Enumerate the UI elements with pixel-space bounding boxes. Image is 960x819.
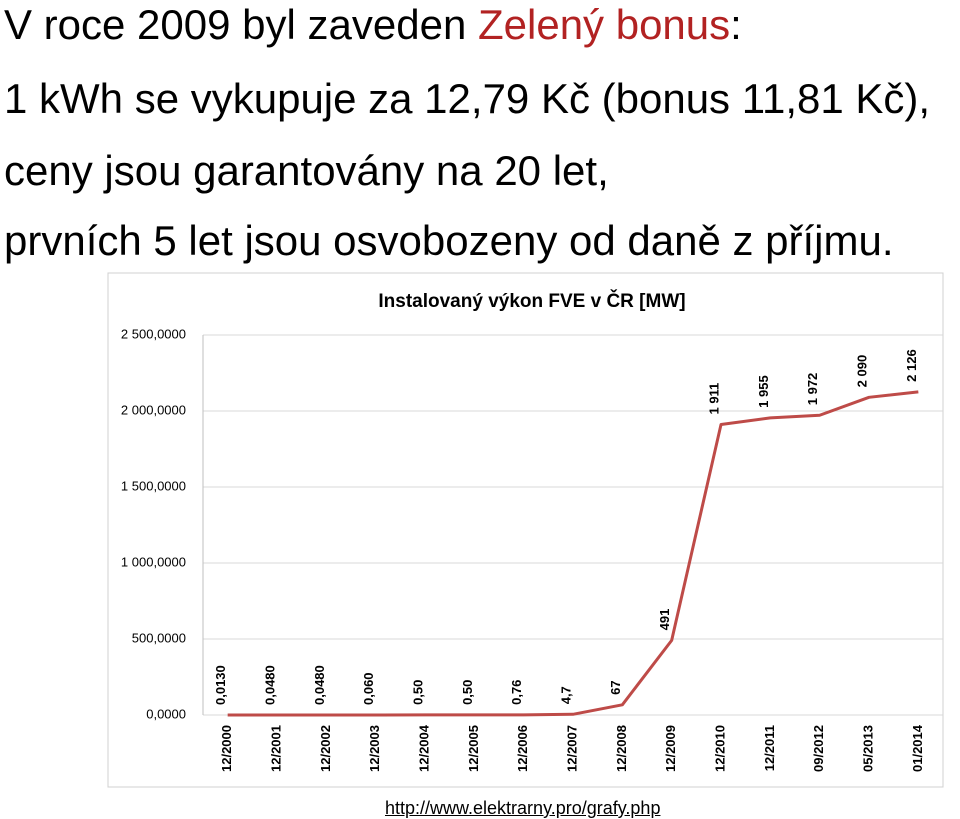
x-tick-label: 12/2005 (466, 725, 481, 772)
x-tick-label: 12/2000 (219, 725, 234, 772)
x-tick-label: 12/2001 (268, 725, 283, 772)
value-label: 0,0480 (312, 665, 327, 705)
x-tick-label: 01/2014 (910, 724, 925, 772)
value-label: 4,7 (558, 686, 573, 704)
x-tick-label: 12/2009 (663, 725, 678, 772)
chart: Instalovaný výkon FVE v ČR [MW] 0,0000 50… (107, 272, 944, 788)
x-tick-label: 12/2007 (564, 725, 579, 772)
value-label: 2 090 (854, 355, 869, 388)
value-label: 0,0130 (213, 665, 228, 705)
value-label: 491 (657, 609, 672, 631)
x-tick-label: 12/2004 (416, 724, 431, 772)
heading-line: V roce 2009 byl zaveden Zelený bonus: (4, 4, 742, 46)
value-label: 2 126 (904, 349, 919, 382)
value-label: 67 (608, 680, 623, 694)
y-tick-label: 2 000,0000 (121, 402, 186, 417)
x-tick-label: 12/2002 (318, 725, 333, 772)
x-tick-label: 12/2006 (515, 725, 530, 772)
x-tick-label: 12/2011 (762, 725, 777, 771)
y-tick-label: 0,0000 (146, 706, 186, 721)
y-tick-label: 1 500,0000 (121, 478, 186, 493)
heading-text: V roce 2009 byl zaveden (4, 1, 478, 48)
heading-highlight: Zelený bonus (477, 1, 731, 48)
chart-frame (107, 272, 944, 788)
value-label: 1 972 (805, 373, 820, 406)
heading-line: ceny jsou garantovány na 20 let, (4, 147, 609, 194)
source-link[interactable]: http://www.elektrarny.pro/grafy.php (385, 798, 661, 818)
value-label: 0,76 (509, 680, 524, 705)
y-tick-label: 2 500,0000 (121, 326, 186, 341)
value-label: 0,50 (410, 680, 425, 705)
x-tick-label: 12/2008 (614, 725, 629, 772)
value-label: 1 955 (756, 375, 771, 408)
heading-line: 1 kWh se vykupuje za 12,79 Kč (bonus 11,… (4, 75, 931, 122)
value-label: 0,060 (361, 672, 376, 705)
x-tick-label: 12/2010 (712, 725, 727, 772)
heading-text: : (730, 1, 742, 48)
x-tick-label: 05/2013 (860, 725, 875, 772)
heading-line: prvních 5 let jsou osvobozeny od daně z … (4, 217, 894, 264)
y-tick-label: 1 000,0000 (121, 554, 186, 569)
value-label: 0,50 (460, 680, 475, 705)
data-line (227, 390, 919, 717)
x-tick-label: 09/2012 (811, 725, 826, 772)
value-label: 1 911 (706, 383, 721, 415)
x-tick-label: 12/2003 (367, 725, 382, 772)
value-label: 0,0480 (262, 665, 277, 705)
chart-title: Instalovaný výkon FVE v ČR [MW] (378, 290, 685, 312)
y-tick-label: 500,0000 (132, 630, 186, 645)
